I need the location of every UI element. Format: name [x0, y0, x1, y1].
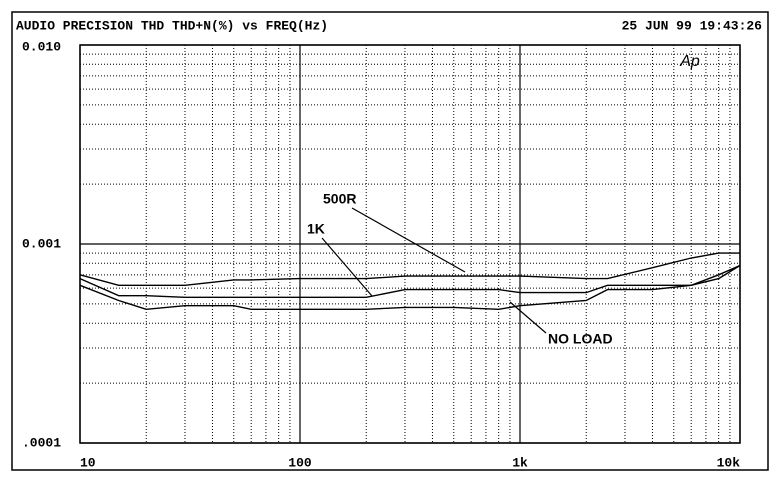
- x-tick-label: 1k: [512, 455, 528, 470]
- y-tick-label: 0.010: [22, 39, 61, 54]
- series-line: [79, 264, 741, 298]
- y-tick-label: .0001: [22, 435, 61, 450]
- series-label: NO LOAD: [548, 331, 613, 347]
- series-label: 1K: [307, 221, 325, 237]
- x-tick-label: 10: [80, 455, 96, 470]
- series-line: [79, 252, 740, 286]
- y-tick-label: 0.001: [22, 236, 61, 251]
- x-tick-label: 10k: [717, 455, 741, 470]
- logo: Ap: [679, 53, 700, 70]
- x-tick-label: 100: [288, 455, 312, 470]
- leader-line: [351, 207, 466, 273]
- leader-line: [321, 237, 373, 297]
- series-line: [79, 264, 741, 311]
- chart-title: AUDIO PRECISION THD THD+N(%) vs FREQ(Hz): [16, 18, 328, 33]
- plot-border: [79, 44, 741, 444]
- leader-line: [509, 301, 547, 334]
- frame: [11, 11, 769, 471]
- series-label: 500R: [323, 191, 356, 207]
- timestamp: 25 JUN 99 19:43:26: [622, 18, 763, 33]
